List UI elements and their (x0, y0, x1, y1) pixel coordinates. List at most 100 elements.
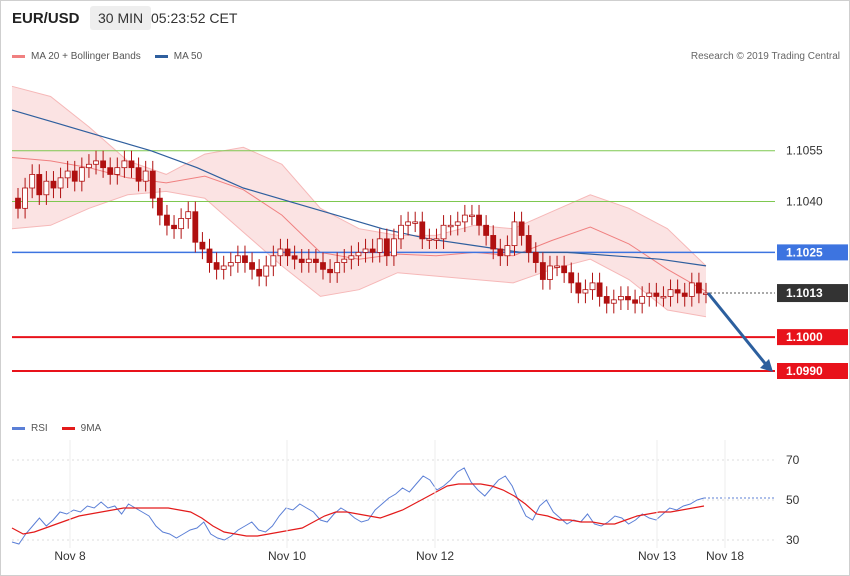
candle-body (334, 262, 341, 274)
candle-body (156, 197, 163, 216)
candle-body (291, 255, 298, 260)
candle-body (617, 296, 624, 301)
candle-body (256, 268, 263, 277)
candle-body (547, 265, 553, 280)
candle-body (29, 174, 36, 189)
timeframe-button[interactable]: 30 MIN (90, 6, 152, 30)
candle-body (476, 214, 482, 226)
candle-body (128, 160, 135, 169)
chart-header: EUR/USD 30 MIN 05:23:52 CET (0, 0, 850, 36)
candle-body (50, 180, 57, 189)
bb-swatch (12, 55, 25, 58)
bollinger-upper-line (11, 85, 707, 267)
candle-body (242, 255, 248, 263)
candle-body (412, 221, 419, 224)
x-tick-label: Nov 18 (706, 549, 744, 563)
rsi-tick-label: 70 (786, 453, 800, 467)
x-tick-label: Nov 13 (638, 549, 676, 563)
main-legend: MA 20 + Bollinger Bands MA 50 (12, 51, 202, 62)
candle-body (185, 211, 192, 219)
candle-body (497, 248, 504, 257)
pivot-tag (777, 244, 848, 261)
candle-body (93, 160, 99, 165)
candle-body (320, 262, 326, 270)
ma50-legend-label: MA 50 (173, 51, 203, 62)
candle-body (667, 289, 674, 297)
rsi-legend-label: RSI (31, 423, 48, 434)
forecast-arrow-line (706, 292, 770, 368)
time-label: 05:23:52 CET (151, 10, 238, 26)
candle-body (518, 221, 525, 236)
candle-body (22, 187, 28, 209)
candle-body (135, 167, 142, 182)
candle-body (206, 248, 213, 263)
ma50-line (11, 109, 707, 267)
rsi-ma-swatch (61, 427, 75, 430)
support-tag (777, 363, 848, 379)
current-price-label: 1.1013 (786, 286, 823, 300)
candle-body (653, 292, 660, 297)
candle-body (312, 258, 319, 263)
candle-body (525, 235, 532, 253)
candle-body (483, 224, 490, 236)
candle-body (164, 214, 170, 226)
candle-body (681, 292, 688, 297)
candle-body (646, 292, 653, 297)
candle-body (327, 268, 333, 274)
candle-body (57, 177, 64, 189)
candle-body (15, 197, 21, 209)
candle-body (220, 265, 227, 270)
candle-body (589, 282, 596, 291)
bollinger-band-fill (12, 86, 706, 317)
candle-body (625, 296, 631, 301)
resistance-label: 1.1040 (786, 195, 823, 209)
candle-body (639, 296, 646, 304)
candle-body (263, 265, 270, 277)
candle-body (419, 221, 426, 240)
rsi-line (11, 467, 705, 545)
bb-legend-label: MA 20 + Bollinger Bands (31, 51, 141, 62)
candle-body (121, 160, 128, 169)
candle-body (447, 224, 454, 228)
candle-body (234, 255, 241, 263)
pivot-label: 1.1025 (786, 245, 823, 259)
candle-body (674, 289, 681, 294)
ma50-swatch (154, 55, 168, 58)
bollinger-lower-line (11, 190, 707, 318)
candle-body (696, 282, 702, 294)
candle-body (249, 262, 255, 270)
candle-body (405, 221, 412, 226)
x-tick-label: Nov 8 (54, 549, 86, 563)
candle-body (71, 170, 78, 182)
candle-body (227, 262, 234, 267)
ma20-line (11, 157, 707, 292)
candle-body (86, 163, 92, 169)
candle-body (610, 299, 617, 304)
candle-body (348, 255, 355, 260)
candle-body (341, 258, 348, 263)
candle-body (284, 248, 291, 257)
current-price-tag (777, 284, 848, 303)
candle-body (100, 160, 107, 169)
rsi-ma-line (11, 483, 705, 537)
candle-body (469, 214, 475, 218)
candle-body (454, 221, 461, 226)
candle-body (362, 248, 369, 253)
candle-body (490, 235, 497, 250)
candle-body (532, 251, 539, 263)
candle-body (554, 265, 560, 268)
candle-body (603, 296, 610, 304)
candle-body (426, 238, 433, 241)
rsi-ma-legend-label: 9MA (80, 423, 102, 434)
candle-body (568, 272, 575, 284)
candle-body (43, 180, 50, 196)
candle-body (461, 214, 468, 223)
x-tick-label: Nov 12 (416, 549, 454, 563)
candle-body (660, 296, 667, 299)
candle-body (270, 255, 277, 267)
candle-body (114, 167, 121, 175)
candle-body (298, 258, 305, 263)
candle-body (171, 224, 177, 230)
candle-body (142, 170, 149, 182)
candle-body (149, 170, 156, 199)
